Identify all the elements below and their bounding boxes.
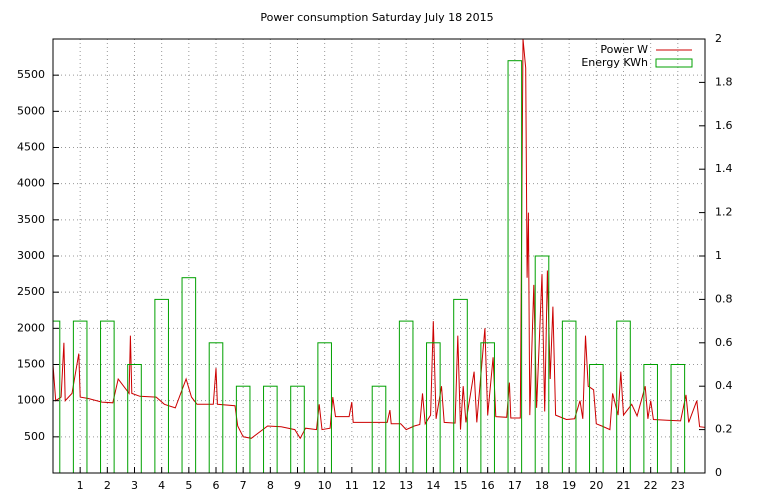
energy-bar (616, 320, 631, 473)
energy-bar (589, 364, 604, 473)
x-tick-label: 16 (481, 479, 495, 492)
y-tick-label: 2500 (17, 285, 45, 298)
x-tick-label: 5 (185, 479, 192, 492)
x-tick-label: 3 (131, 479, 138, 492)
y2-tick-label: 0.8 (715, 292, 733, 305)
y-tick-label: 4500 (17, 141, 45, 154)
y-tick-label: 3500 (17, 213, 45, 226)
energy-bar (670, 364, 686, 473)
x-tick-label: 6 (213, 479, 220, 492)
y2-tick-label: 1 (715, 249, 722, 262)
x-tick-label: 13 (399, 479, 413, 492)
y2-tick-label: 0.6 (715, 336, 733, 349)
energy-bar (643, 364, 658, 473)
energy-bar (371, 385, 387, 473)
x-tick-label: 19 (562, 479, 576, 492)
x-tick-label: 12 (372, 479, 386, 492)
x-tick-label: 18 (535, 479, 549, 492)
energy-bar (398, 320, 414, 473)
x-tick-label: 7 (240, 479, 247, 492)
y2-tick-label: 1.2 (715, 206, 733, 219)
y2-tick-label: 1.4 (715, 162, 733, 175)
y2-tick-label: 1.8 (715, 75, 733, 88)
x-tick-label: 23 (671, 479, 685, 492)
energy-bar (72, 320, 88, 473)
x-tick-label: 9 (294, 479, 301, 492)
y-tick-label: 3000 (17, 249, 45, 262)
energy-bar (561, 320, 577, 473)
y2-tick-label: 0.2 (715, 423, 733, 436)
y-tick-label: 500 (24, 430, 45, 443)
energy-bar (235, 385, 251, 473)
x-tick-label: 17 (508, 479, 522, 492)
y2-tick-label: 1.6 (715, 119, 733, 132)
power-line (53, 39, 705, 440)
y-tick-label: 1500 (17, 358, 45, 371)
y-tick-label: 2000 (17, 321, 45, 334)
energy-bar (290, 385, 305, 473)
y2-tick-label: 0 (715, 466, 722, 479)
energy-bar (154, 298, 169, 473)
y-tick-label: 4000 (17, 177, 45, 190)
energy-bar (534, 255, 550, 473)
legend-swatch (655, 58, 693, 68)
energy-bar (100, 320, 115, 473)
y2-tick-label: 2 (715, 32, 722, 45)
x-tick-label: 22 (644, 479, 658, 492)
legend-label: Power W (600, 43, 648, 56)
y-tick-label: 5000 (17, 104, 45, 117)
y-tick-label: 1000 (17, 394, 45, 407)
x-tick-label: 8 (267, 479, 274, 492)
x-tick-label: 11 (345, 479, 359, 492)
energy-bar (181, 277, 197, 473)
x-tick-label: 14 (426, 479, 440, 492)
x-tick-label: 10 (318, 479, 332, 492)
chart-title: Power consumption Saturday July 18 2015 (260, 11, 493, 24)
x-tick-label: 4 (158, 479, 165, 492)
x-tick-label: 20 (589, 479, 603, 492)
energy-bar (453, 298, 468, 473)
x-tick-label: 1 (77, 479, 84, 492)
y2-tick-label: 0.4 (715, 379, 733, 392)
energy-bar (263, 385, 278, 473)
energy-bar (53, 320, 61, 473)
x-tick-label: 2 (104, 479, 111, 492)
y-tick-label: 5500 (17, 68, 45, 81)
x-tick-label: 15 (454, 479, 468, 492)
energy-bar (127, 364, 142, 473)
legend-label: Energy KWh (581, 56, 648, 69)
x-tick-label: 21 (617, 479, 631, 492)
